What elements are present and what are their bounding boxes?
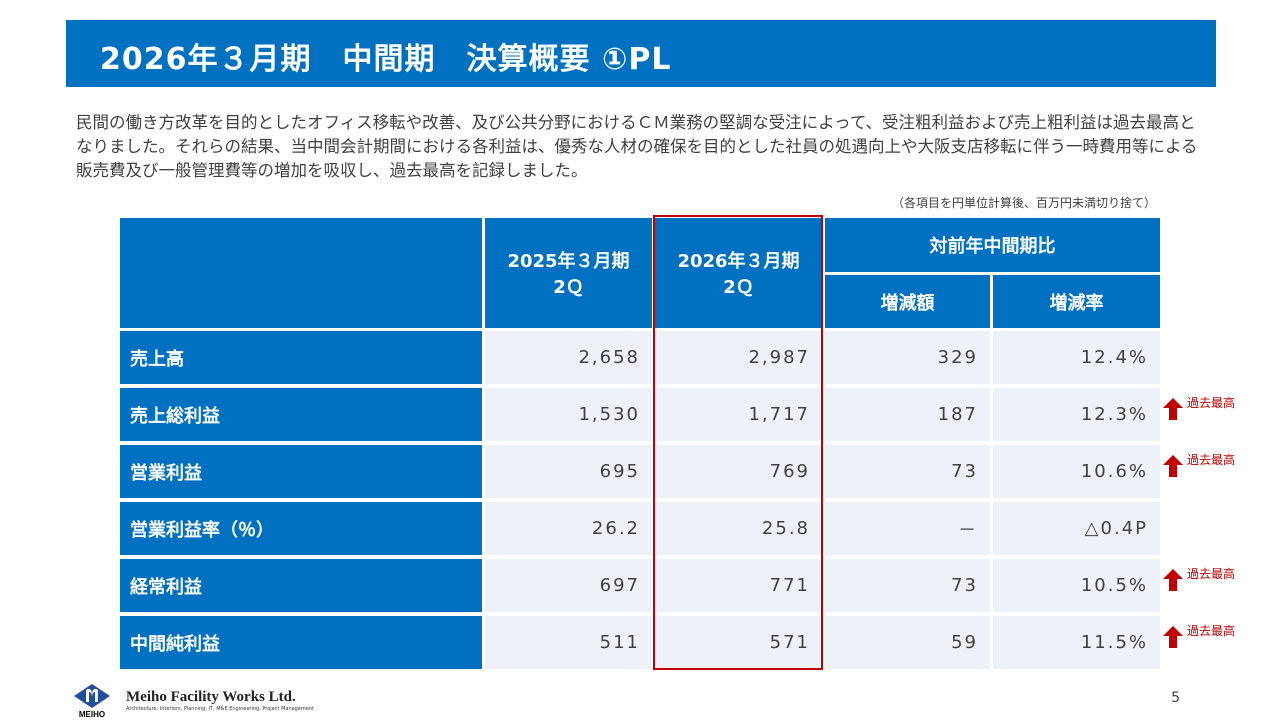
cell-diff: 59 [825, 616, 990, 669]
up-arrow-icon [1163, 454, 1183, 477]
header-prev-period: 2025年３月期 2Ｑ [485, 218, 652, 328]
cell-curr: 2,987 [655, 331, 822, 384]
header-current-period: 2026年３月期 2Ｑ [655, 218, 822, 328]
company-logo: MEIHO Meiho Facility Works Ltd. Architec… [72, 682, 314, 718]
page-title: 2026年３月期 中間期 決算概要 ①PL [100, 42, 672, 77]
cell-diff: 73 [825, 445, 990, 498]
cell-prev: 695 [485, 445, 652, 498]
cell-curr: 769 [655, 445, 822, 498]
header-diff: 増減額 [825, 275, 990, 328]
row-label: 売上総利益 [120, 388, 482, 441]
company-tagline: Architecture, Interiors, Planning, IT, M… [126, 705, 315, 712]
row-label: 売上高 [120, 331, 482, 384]
cell-curr: 1,717 [655, 388, 822, 441]
header-yoy: 対前年中間期比 [825, 218, 1160, 272]
cell-diff: － [825, 502, 990, 555]
cell-prev: 697 [485, 559, 652, 612]
row-label: 中間純利益 [120, 616, 482, 669]
cell-rate: △0.4P [993, 502, 1160, 555]
record-high-badge: 過去最高 [1163, 451, 1236, 477]
record-label: 過去最高 [1187, 453, 1236, 467]
summary-text: 民間の働き方改革を目的としたオフィス移転や改善、及び公共分野におけるＣＭ業務の堅… [76, 113, 1198, 180]
cell-curr: 25.8 [655, 502, 822, 555]
cell-curr: 771 [655, 559, 822, 612]
record-label: 過去最高 [1187, 396, 1236, 410]
cell-diff: 187 [825, 388, 990, 441]
row-label: 営業利益率（％） [120, 502, 482, 555]
cell-prev: 1,530 [485, 388, 652, 441]
svg-text:MEIHO: MEIHO [79, 710, 105, 718]
cell-prev: 2,658 [485, 331, 652, 384]
record-label: 過去最高 [1187, 567, 1236, 581]
company-name: Meiho Facility Works Ltd. [126, 688, 296, 705]
cell-curr: 571 [655, 616, 822, 669]
cell-diff: 73 [825, 559, 990, 612]
cell-rate: 10.5% [993, 559, 1160, 612]
cell-prev: 26.2 [485, 502, 652, 555]
row-label: 経常利益 [120, 559, 482, 612]
row-label: 営業利益 [120, 445, 482, 498]
record-high-badge: 過去最高 [1163, 622, 1236, 648]
page-number: 5 [1171, 690, 1180, 706]
cell-rate: 12.3% [993, 388, 1160, 441]
header-rate: 増減率 [993, 275, 1160, 328]
unit-note: （各項目を円単位計算後、百万円未満切り捨て） [891, 196, 1156, 210]
title-bar: 2026年３月期 中間期 決算概要 ①PL [66, 20, 1216, 87]
up-arrow-icon [1163, 397, 1183, 420]
meiho-logo-icon: MEIHO [74, 684, 110, 718]
up-arrow-icon [1163, 568, 1183, 591]
header-blank [120, 218, 482, 328]
record-label: 過去最高 [1187, 624, 1236, 638]
cell-rate: 11.5% [993, 616, 1160, 669]
cell-prev: 511 [485, 616, 652, 669]
cell-rate: 12.4% [993, 331, 1160, 384]
cell-diff: 329 [825, 331, 990, 384]
cell-rate: 10.6% [993, 445, 1160, 498]
record-high-badge: 過去最高 [1163, 394, 1236, 420]
up-arrow-icon [1163, 625, 1183, 648]
record-high-badge: 過去最高 [1163, 565, 1236, 591]
